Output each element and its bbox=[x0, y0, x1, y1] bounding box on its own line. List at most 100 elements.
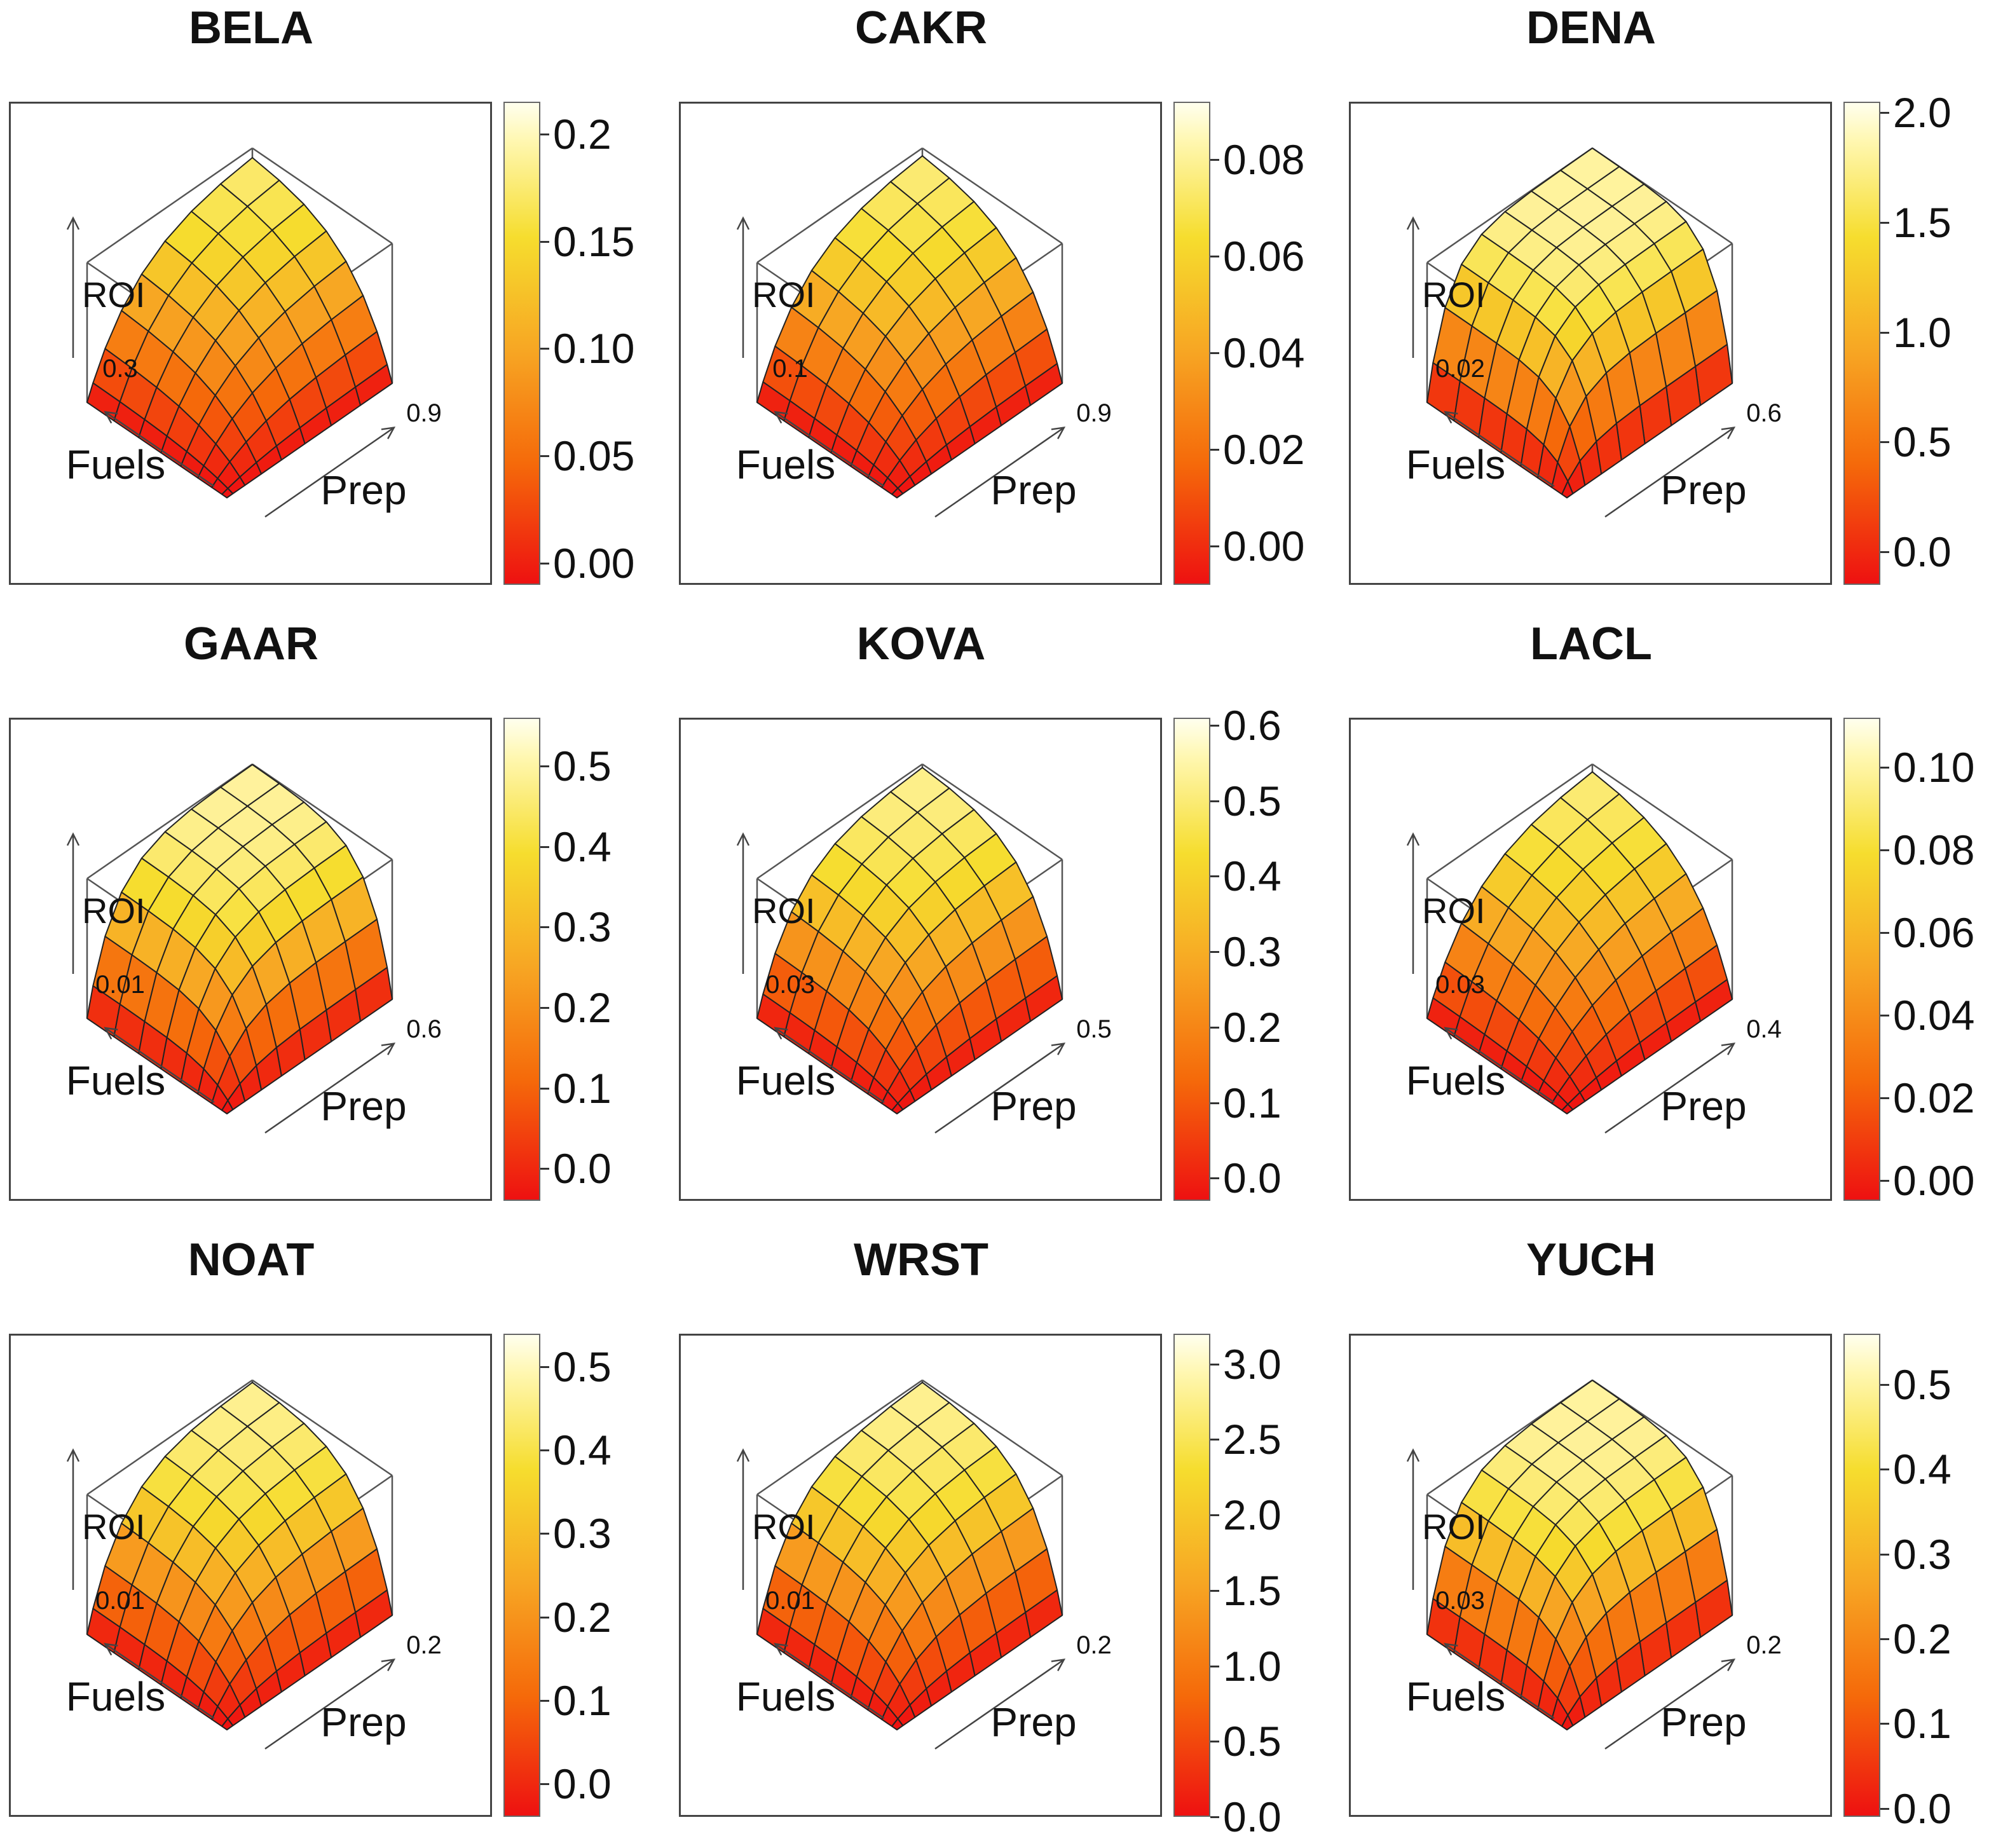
fuels-axis-label: Fuels bbox=[66, 1674, 166, 1720]
colorbar-tick-label: 0.0 bbox=[1893, 528, 1952, 576]
prep-axis-arrow bbox=[934, 427, 1065, 518]
colorbar-tick-label: 0.15 bbox=[553, 217, 635, 265]
roi-axis-label: ROI bbox=[752, 1507, 816, 1547]
colorbar-tick bbox=[1210, 1514, 1219, 1516]
colorbar bbox=[1843, 1334, 1880, 1817]
colorbar-tick bbox=[1210, 951, 1219, 954]
cube-edge bbox=[1592, 763, 1733, 861]
plot-frame: Fuels Prep ROI 0.01 0.6 bbox=[9, 718, 492, 1201]
colorbar-tick-label: 0.4 bbox=[553, 823, 612, 870]
colorbar-tick bbox=[1210, 1177, 1219, 1180]
colorbar-tick bbox=[1880, 222, 1889, 224]
fuels-max-label: 0.02 bbox=[1435, 355, 1485, 383]
prep-axis-label: Prep bbox=[1660, 467, 1746, 513]
prep-axis-arrow-head bbox=[381, 1043, 396, 1055]
chart-title: GAAR bbox=[184, 619, 318, 669]
colorbar-ticks: 0.00 0.02 0.04 0.06 0.08 bbox=[1210, 102, 1337, 585]
colorbar-tick bbox=[540, 1168, 549, 1170]
colorbar bbox=[1173, 1334, 1210, 1817]
colorbar-tick bbox=[1880, 766, 1889, 769]
colorbar-tick-label: 0.2 bbox=[1893, 1615, 1952, 1662]
colorbar-tick-label: 0.0 bbox=[1223, 1154, 1282, 1202]
fuels-axis-arrow-head bbox=[774, 411, 788, 424]
prep-axis-arrow bbox=[1604, 1043, 1735, 1134]
chart-panel-gaar: GAAR Fuels Prep ROI 0.01 0.6 0.0 0.1 0.2 0.3 0.4 0.… bbox=[0, 616, 670, 1232]
prep-axis-arrow-head bbox=[1721, 427, 1736, 439]
roi-axis-label: ROI bbox=[752, 891, 816, 931]
prep-max-label: 0.9 bbox=[406, 399, 442, 427]
colorbar-tick bbox=[540, 1007, 549, 1009]
colorbar-tick bbox=[1210, 1026, 1219, 1029]
chart-title: YUCH bbox=[1526, 1235, 1656, 1285]
prep-axis-arrow-head bbox=[1721, 1659, 1736, 1671]
colorbar-tick bbox=[1210, 545, 1219, 548]
colorbar-tick bbox=[540, 563, 549, 565]
prep-axis-arrow-head bbox=[381, 427, 396, 439]
fuels-axis-arrow bbox=[1444, 411, 1555, 488]
prep-max-label: 0.4 bbox=[1746, 1015, 1782, 1043]
prep-max-label: 0.5 bbox=[1076, 1015, 1112, 1043]
roi-axis-arrow-head bbox=[66, 1448, 80, 1462]
colorbar-tick-label: 0.02 bbox=[1223, 426, 1305, 474]
colorbar bbox=[1173, 102, 1210, 585]
fuels-axis-arrow-head bbox=[1444, 411, 1458, 424]
cube-edge bbox=[252, 1379, 393, 1477]
colorbar-tick bbox=[1210, 449, 1219, 451]
colorbar-tick bbox=[1880, 1723, 1889, 1725]
colorbar bbox=[1843, 102, 1880, 585]
prep-axis-label: Prep bbox=[990, 467, 1076, 513]
colorbar-tick-label: 2.5 bbox=[1223, 1416, 1282, 1463]
plot-frame: Fuels Prep ROI 0.1 0.9 bbox=[679, 102, 1162, 585]
fuels-max-label: 0.1 bbox=[772, 355, 808, 383]
fuels-max-label: 0.03 bbox=[1435, 1587, 1485, 1615]
surface-facet bbox=[891, 488, 904, 498]
prep-axis-arrow bbox=[1604, 427, 1735, 518]
colorbar-tick-label: 1.0 bbox=[1893, 308, 1952, 356]
colorbar-tick-label: 0.06 bbox=[1223, 233, 1305, 280]
colorbar-tick-label: 0.5 bbox=[1893, 1361, 1952, 1408]
colorbar-tick-label: 1.5 bbox=[1223, 1566, 1282, 1614]
colorbar-tick-label: 0.06 bbox=[1893, 908, 1975, 956]
colorbar-tick-label: 0.08 bbox=[1893, 826, 1975, 873]
prep-axis-label: Prep bbox=[320, 1083, 406, 1129]
fuels-axis-label: Fuels bbox=[736, 442, 836, 488]
fuels-axis-arrow bbox=[1444, 1027, 1555, 1104]
colorbar-tick bbox=[540, 133, 549, 135]
fuels-axis-label: Fuels bbox=[66, 1058, 166, 1104]
colorbar-tick bbox=[1210, 724, 1219, 727]
surface-facet bbox=[1561, 1104, 1574, 1114]
colorbar-tick bbox=[1210, 800, 1219, 802]
roi-axis-arrow-head bbox=[1406, 832, 1420, 846]
colorbar-tick bbox=[1880, 849, 1889, 851]
colorbar-tick bbox=[1210, 1102, 1219, 1104]
chart-title: LACL bbox=[1530, 619, 1652, 669]
prep-axis-label: Prep bbox=[320, 1699, 406, 1745]
cube-edge bbox=[922, 1379, 1063, 1477]
prep-max-label: 0.6 bbox=[1746, 399, 1782, 427]
colorbar-tick bbox=[1880, 1179, 1889, 1182]
fuels-axis-arrow-head bbox=[104, 411, 118, 424]
prep-max-label: 0.6 bbox=[406, 1015, 442, 1043]
prep-axis-arrow bbox=[934, 1043, 1065, 1134]
colorbar-tick bbox=[1880, 1014, 1889, 1016]
colorbar-tick bbox=[540, 1533, 549, 1535]
colorbar-tick-label: 0.5 bbox=[553, 743, 612, 790]
colorbar-tick-label: 1.5 bbox=[1893, 199, 1952, 246]
colorbar-tick-label: 0.5 bbox=[553, 1343, 612, 1391]
fuels-axis-label: Fuels bbox=[1406, 1674, 1506, 1720]
fuels-axis-arrow-head bbox=[104, 1027, 118, 1040]
colorbar-tick bbox=[1880, 551, 1889, 554]
colorbar-ticks: 0.0 0.5 1.0 1.5 2.0 2.5 3.0 bbox=[1210, 1334, 1337, 1838]
prep-axis-arrow-head bbox=[1051, 427, 1066, 439]
cube-edge bbox=[252, 763, 393, 861]
colorbar-tick-label: 0.10 bbox=[553, 325, 635, 373]
surface-facet bbox=[221, 488, 234, 498]
colorbar-ticks: 0.0 0.1 0.2 0.3 0.4 0.5 bbox=[540, 718, 667, 1201]
fuels-axis-label: Fuels bbox=[736, 1674, 836, 1720]
plot-frame: Fuels Prep ROI 0.3 0.9 bbox=[9, 102, 492, 585]
fuels-axis-arrow-head bbox=[774, 1027, 788, 1040]
colorbar-tick-label: 0.00 bbox=[553, 540, 635, 587]
chart-panel-wrst: WRST Fuels Prep ROI 0.01 0.2 0.0 0.5 1.0 1.5 2.0 2.… bbox=[670, 1232, 1340, 1848]
colorbar-tick bbox=[540, 765, 549, 767]
colorbar-tick bbox=[1880, 331, 1889, 334]
